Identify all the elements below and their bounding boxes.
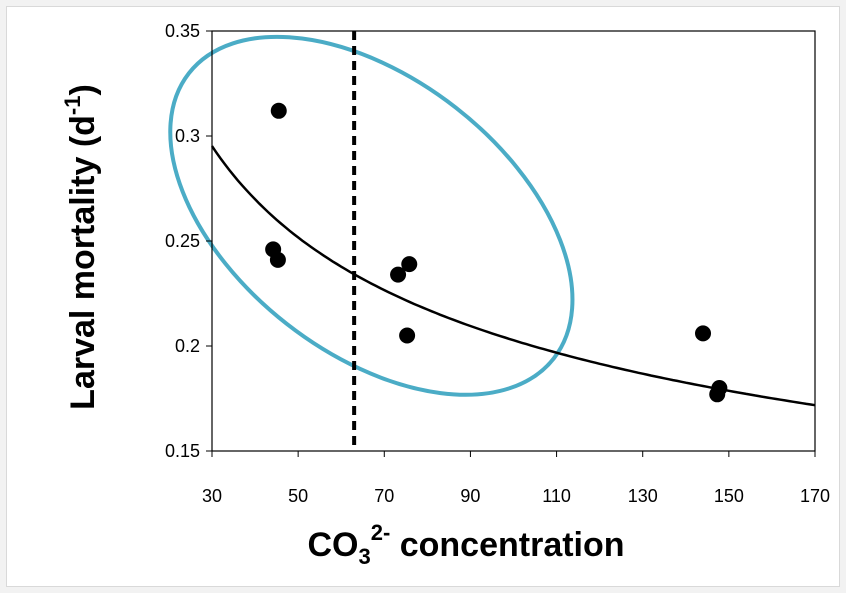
x-axis-title-rest: concentration [390,526,624,564]
data-point [399,327,416,344]
x-tick-label: 70 [374,486,394,506]
y-axis-title-superscript: -1 [60,96,85,116]
data-point [390,266,407,283]
y-tick-label: 0.35 [165,21,200,41]
x-tick-label: 50 [288,486,308,506]
highlight-ellipse-layer [168,34,575,397]
chart-frame [6,6,840,587]
y-tick-label: 0.15 [165,441,200,461]
x-tick-label: 170 [800,486,830,506]
highlight-ellipse [168,34,575,397]
y-axis-title: Larval mortality (d-1) [60,84,102,410]
x-tick-label: 110 [542,486,571,506]
y-tick-label: 0.2 [175,336,200,356]
x-tick-label: 30 [202,486,222,506]
x-tick-label: 150 [714,486,744,506]
data-point [401,256,418,273]
data-points [265,102,728,403]
x-tick-label: 130 [628,486,658,506]
x-tick-labels: 30 50 70 90 110 130 150 170 [202,486,830,506]
x-axis-title: CO32- concentration [307,520,624,569]
data-point [270,102,287,119]
data-point [709,386,726,403]
axes [206,30,816,457]
x-axis-title-subscript: 3 [358,544,370,569]
x-tick-label: 90 [460,486,480,506]
y-axis-title-rest: ) [64,84,102,95]
data-point [269,251,286,268]
y-tick-labels: 0.15 0.2 0.25 0.3 0.35 [165,21,200,461]
y-tick-label: 0.3 [175,126,200,146]
data-point [695,325,712,342]
trendline [210,145,816,407]
y-axis-title-main: Larval mortality (d [64,115,102,410]
trendline-layer [210,145,816,407]
x-axis-title-main: CO [307,526,358,564]
x-axis-title-superscript: 2- [371,520,391,545]
y-tick-label: 0.25 [165,231,200,251]
